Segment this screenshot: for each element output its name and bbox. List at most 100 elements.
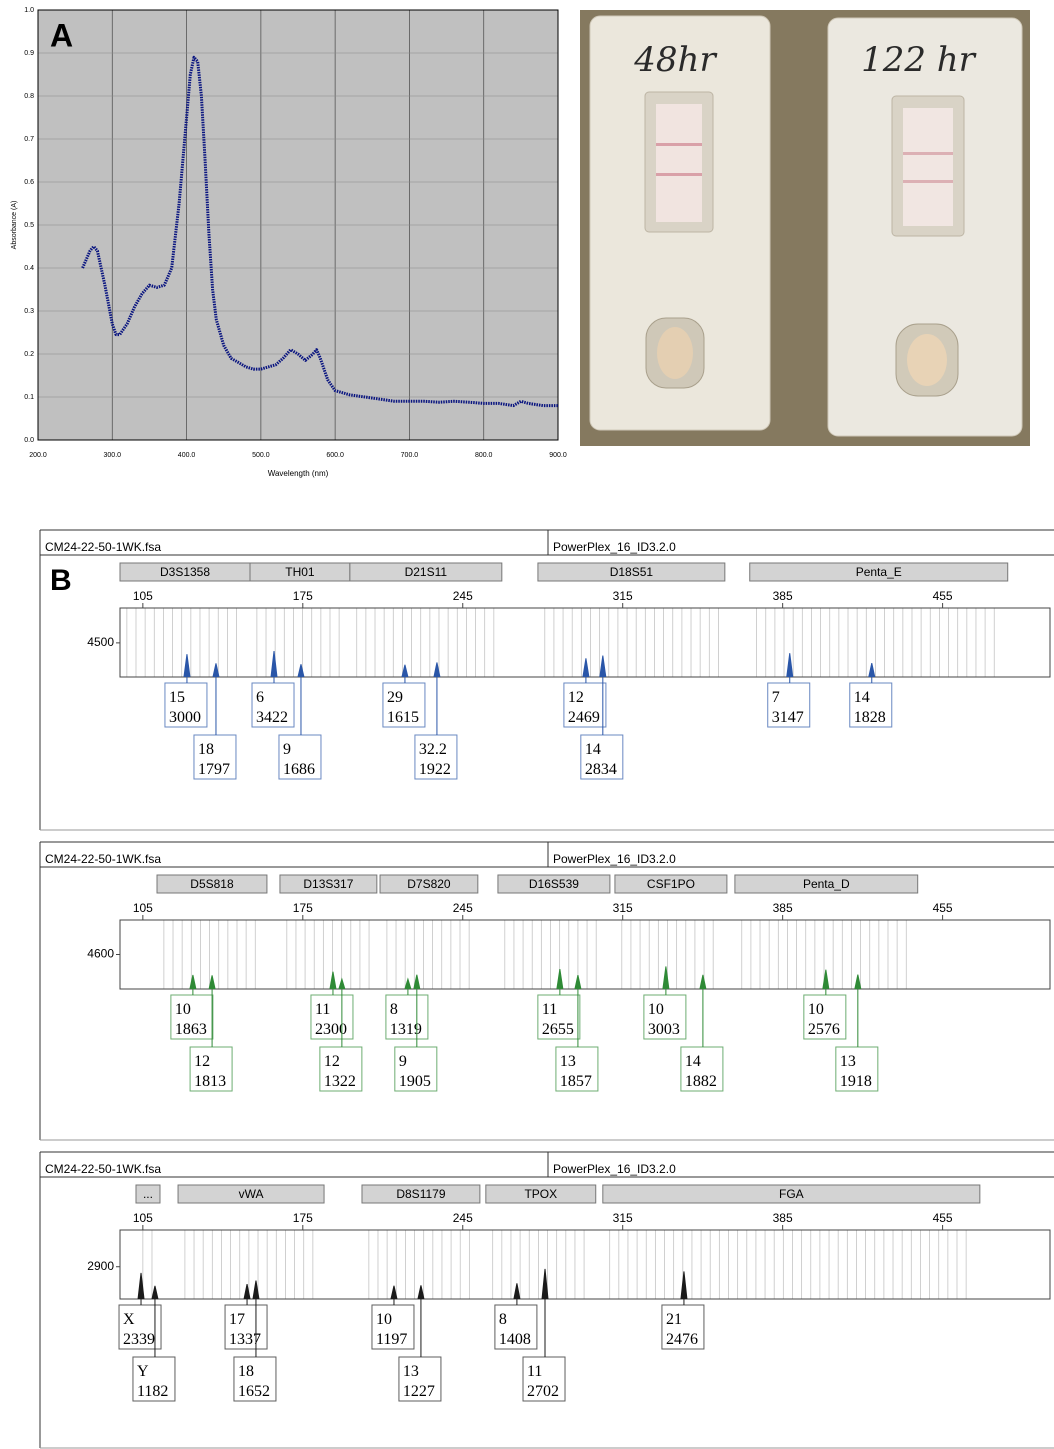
allele-label: 8 bbox=[499, 1311, 507, 1328]
peak bbox=[662, 966, 670, 990]
peak bbox=[599, 655, 607, 678]
allele-label: 14 bbox=[854, 689, 870, 706]
y-tick-label: 0.2 bbox=[24, 351, 34, 358]
peak-label-box bbox=[371, 1304, 415, 1350]
height-label: 1857 bbox=[560, 1073, 592, 1090]
height-label: 1918 bbox=[840, 1073, 872, 1090]
x-tick-label: 700.0 bbox=[401, 452, 419, 459]
locus-box bbox=[614, 874, 728, 894]
locus-name: TH01 bbox=[285, 565, 315, 579]
kit-name: PowerPlex_16_ID3.2.0 bbox=[553, 852, 676, 866]
allele-label: 8 bbox=[390, 1001, 398, 1018]
height-label: 3000 bbox=[169, 709, 201, 726]
peak-label-box bbox=[193, 734, 237, 780]
allele-label: 10 bbox=[175, 1001, 191, 1018]
height-label: 2655 bbox=[542, 1021, 574, 1038]
allele-label: 11 bbox=[315, 1001, 330, 1018]
locus-name: D3S1358 bbox=[160, 565, 210, 579]
x-tick-label: 200.0 bbox=[29, 452, 47, 459]
locus-name: D7S820 bbox=[407, 877, 451, 891]
plot-border bbox=[119, 919, 1051, 990]
sample-pad bbox=[657, 327, 693, 379]
control-line bbox=[656, 173, 702, 176]
allele-label: 18 bbox=[198, 741, 214, 758]
height-label: 2576 bbox=[808, 1021, 840, 1038]
x-tick-label: 600.0 bbox=[326, 452, 344, 459]
locus-box bbox=[279, 874, 378, 894]
height-label: 1652 bbox=[238, 1383, 270, 1400]
x-tick-label: 900.0 bbox=[549, 452, 567, 459]
allele-label: 14 bbox=[585, 741, 601, 758]
peak bbox=[183, 654, 191, 678]
y-tick-label: 0.4 bbox=[24, 265, 34, 272]
allele-label: 12 bbox=[568, 689, 584, 706]
y-tick-label: 2900 bbox=[87, 1259, 114, 1273]
height-label: 1828 bbox=[854, 709, 886, 726]
file-name: CM24-22-50-1WK.fsa bbox=[45, 1162, 161, 1176]
peak-label-box bbox=[394, 1046, 438, 1092]
allele-label: 9 bbox=[283, 741, 291, 758]
locus-name: D5S818 bbox=[190, 877, 234, 891]
peak-label-box bbox=[563, 682, 607, 728]
locus-name: Penta_D bbox=[803, 877, 850, 891]
allele-label: 15 bbox=[169, 689, 185, 706]
height-label: 1408 bbox=[499, 1331, 531, 1348]
height-label: 3003 bbox=[648, 1021, 680, 1038]
height-label: 2300 bbox=[315, 1021, 347, 1038]
peak-label-box bbox=[118, 1304, 162, 1350]
locus-name: TPOX bbox=[524, 1187, 557, 1201]
x-tick-label: 315 bbox=[613, 1211, 633, 1225]
height-label: 2339 bbox=[123, 1331, 155, 1348]
allele-label: 12 bbox=[324, 1053, 340, 1070]
kit-name: PowerPlex_16_ID3.2.0 bbox=[553, 540, 676, 554]
plot-border bbox=[37, 9, 559, 441]
locus-name: vWA bbox=[239, 1187, 264, 1201]
peak bbox=[189, 974, 197, 990]
x-tick-label: 455 bbox=[933, 901, 953, 915]
x-tick-label: 400.0 bbox=[178, 452, 196, 459]
locus-box bbox=[734, 874, 919, 894]
file-name: CM24-22-50-1WK.fsa bbox=[45, 540, 161, 554]
height-label: 1319 bbox=[390, 1021, 422, 1038]
x-tick-label: 300.0 bbox=[104, 452, 122, 459]
x-tick-label: 105 bbox=[133, 589, 153, 603]
peak bbox=[413, 974, 421, 990]
peak-label-box bbox=[189, 1046, 233, 1092]
peak-label-box bbox=[278, 734, 322, 780]
peak-label-box bbox=[849, 682, 893, 728]
allele-label: X bbox=[123, 1311, 135, 1328]
peak bbox=[699, 974, 707, 990]
peak-label-box bbox=[537, 994, 581, 1040]
allele-label: 10 bbox=[376, 1311, 392, 1328]
panel-label: A bbox=[50, 17, 73, 53]
test-line bbox=[656, 143, 702, 146]
peak bbox=[868, 663, 876, 678]
locus-name: D16S539 bbox=[529, 877, 579, 891]
test-line bbox=[903, 152, 953, 155]
peak bbox=[329, 971, 337, 990]
height-label: 3147 bbox=[772, 709, 804, 726]
peak-label-box bbox=[580, 734, 624, 780]
height-label: 1905 bbox=[399, 1073, 431, 1090]
y-tick-label: 0.6 bbox=[24, 179, 34, 186]
peak bbox=[401, 664, 409, 678]
height-label: 1797 bbox=[198, 761, 230, 778]
x-tick-label: 105 bbox=[133, 1211, 153, 1225]
peak-label-box bbox=[382, 682, 426, 728]
allele-label: Y bbox=[137, 1363, 149, 1380]
x-tick-label: 245 bbox=[453, 589, 473, 603]
allele-label: 13 bbox=[840, 1053, 856, 1070]
x-tick-label: 800.0 bbox=[475, 452, 493, 459]
allele-label: 21 bbox=[666, 1311, 682, 1328]
locus-box bbox=[135, 1184, 161, 1204]
peak bbox=[822, 969, 830, 990]
locus-box bbox=[177, 1184, 325, 1204]
y-tick-label: 0.8 bbox=[24, 93, 34, 100]
y-tick-label: 0.9 bbox=[24, 50, 34, 57]
peak bbox=[556, 969, 564, 990]
x-axis-label: Wavelength (nm) bbox=[268, 469, 329, 478]
locus-name: D18S51 bbox=[610, 565, 654, 579]
peak bbox=[513, 1283, 521, 1300]
allele-label: 18 bbox=[238, 1363, 254, 1380]
plot-border bbox=[119, 1229, 1051, 1300]
